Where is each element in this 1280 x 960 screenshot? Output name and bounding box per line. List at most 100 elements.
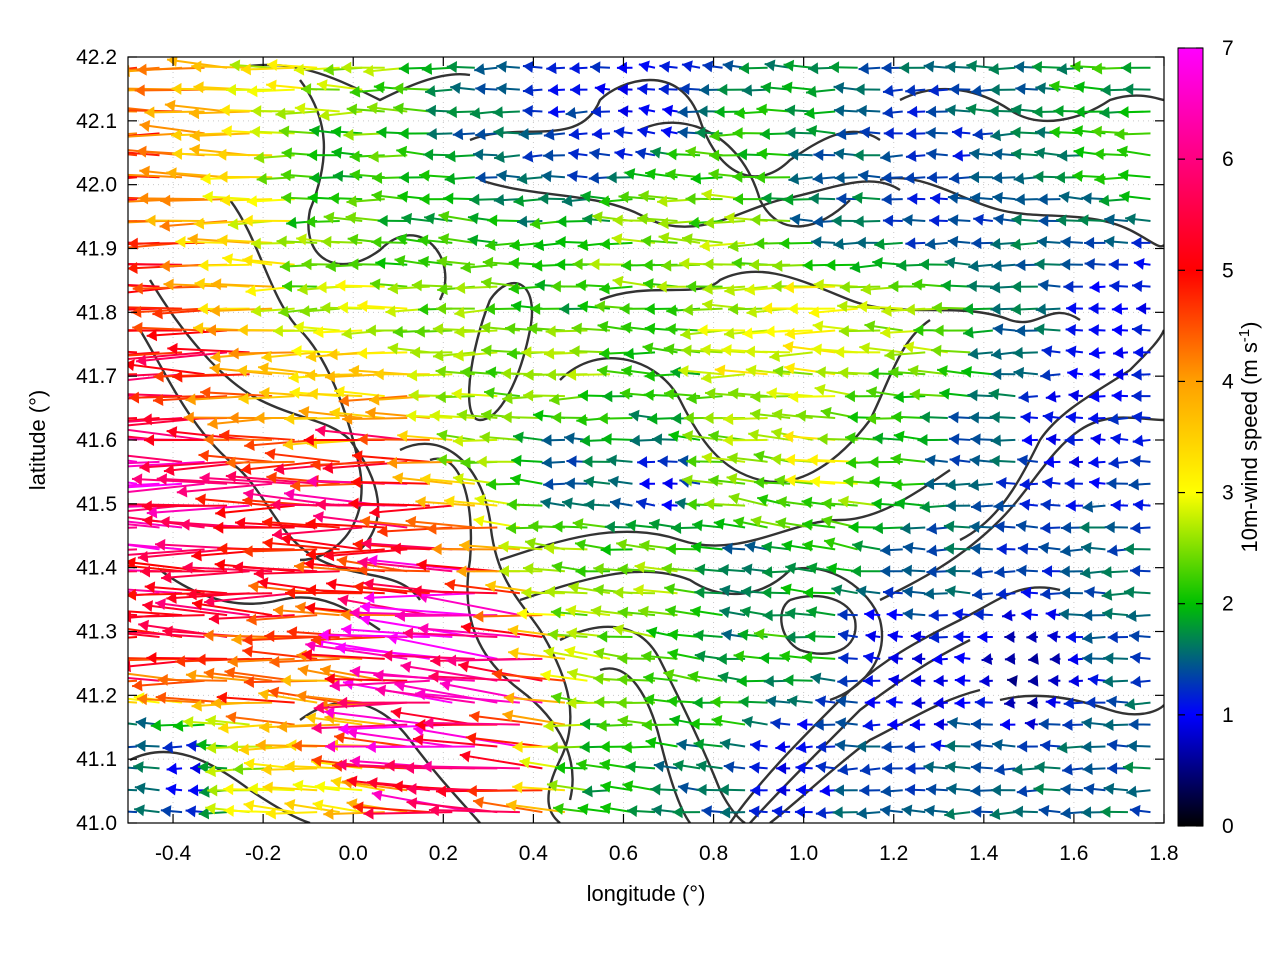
wind-vector-head xyxy=(727,452,738,465)
wind-vector-head xyxy=(1011,213,1022,226)
wind-vector-head xyxy=(231,633,242,646)
wind-vector-head xyxy=(136,63,147,76)
wind-vector-head xyxy=(227,740,239,753)
wind-vector-head xyxy=(199,785,210,798)
contour-line xyxy=(229,199,363,562)
wind-vector-head xyxy=(192,322,204,335)
wind-vector-head xyxy=(694,586,705,599)
wind-vector-head xyxy=(740,606,751,618)
wind-vector-head xyxy=(580,190,592,203)
wind-vector-head xyxy=(667,648,679,661)
wind-vector-head xyxy=(284,412,295,425)
wind-vector-head xyxy=(331,146,343,159)
colorbar-tick-label: 1 xyxy=(1222,704,1234,727)
wind-vector-head xyxy=(781,81,793,94)
wind-vector-head xyxy=(322,461,334,474)
contour-line xyxy=(599,667,691,823)
wind-vector-head xyxy=(135,717,147,729)
wind-vector-head xyxy=(353,801,364,814)
wind-vector-head xyxy=(485,366,497,379)
wind-vector-head xyxy=(77,351,87,363)
y-axis: 41.041.141.241.341.441.541.641.741.841.9… xyxy=(76,46,1164,835)
y-axis-title: latitude (°) xyxy=(25,390,50,491)
wind-vector-head xyxy=(708,474,719,487)
wind-vector-head xyxy=(436,302,447,315)
wind-vector-head xyxy=(205,324,216,337)
wind-vector-head xyxy=(513,431,524,444)
wind-vector-head xyxy=(286,626,298,639)
wind-vector-shaft xyxy=(262,541,340,551)
wind-vector-head xyxy=(577,239,589,252)
wind-vector-head xyxy=(301,258,312,271)
wind-vector-shaft xyxy=(421,765,520,770)
wind-vector-shaft xyxy=(276,723,340,729)
wind-vector-head xyxy=(930,192,941,205)
wind-vector-head xyxy=(811,236,822,249)
wind-vector-head xyxy=(968,411,979,424)
wind-vector-head xyxy=(189,143,201,156)
wind-vector-head xyxy=(346,195,357,208)
wind-vector-head xyxy=(1063,697,1075,710)
wind-vector-shaft xyxy=(240,460,318,472)
wind-vector-head xyxy=(385,305,396,318)
wind-vector-head xyxy=(945,565,956,578)
contour-line xyxy=(780,594,857,655)
wind-vector-head xyxy=(909,388,921,401)
wind-vector-head xyxy=(970,761,982,774)
wind-vector-head xyxy=(182,561,193,574)
wind-vector-head xyxy=(671,412,682,425)
wind-vector-head xyxy=(1045,390,1057,403)
wind-vector-head xyxy=(128,667,129,669)
wind-vector-head xyxy=(731,257,743,270)
wind-vector-shaft xyxy=(139,123,205,135)
wind-vector-head xyxy=(880,150,891,163)
wind-vector-shaft xyxy=(136,66,205,71)
wind-vector-head xyxy=(761,192,772,205)
wind-vector-head xyxy=(334,731,345,744)
wind-vector-head xyxy=(522,104,533,117)
wind-vector-shaft xyxy=(128,351,183,357)
wind-vector-head xyxy=(1053,105,1064,118)
wind-vector-head xyxy=(679,257,690,270)
wind-vector-head xyxy=(661,562,673,575)
wind-vector-head xyxy=(174,655,186,668)
colorbar-tick-label: 5 xyxy=(1222,259,1234,282)
wind-vector-shaft xyxy=(131,477,228,485)
wind-vector-head xyxy=(253,567,264,580)
wind-vector-head xyxy=(551,561,563,574)
wind-vector-head xyxy=(902,585,913,598)
wind-vector-head xyxy=(911,696,923,709)
wind-vector-head xyxy=(357,300,368,313)
wind-vector-head xyxy=(349,85,361,98)
wind-vector-head xyxy=(133,761,144,774)
wind-vector-head xyxy=(726,472,738,485)
wind-vector-shaft xyxy=(295,694,363,704)
wind-vector-head xyxy=(485,239,496,252)
wind-vector-shaft xyxy=(157,678,228,682)
wind-vector-head xyxy=(819,784,831,797)
wind-vector-head xyxy=(708,430,720,443)
wind-vector-head xyxy=(625,519,637,532)
wind-vector-head xyxy=(1024,718,1036,731)
wind-vector-shaft xyxy=(315,428,408,441)
wind-vector-shaft xyxy=(323,710,430,726)
wind-vector-shaft xyxy=(215,504,295,515)
wind-vector-head xyxy=(1038,279,1049,292)
wind-vector-head xyxy=(905,84,916,97)
wind-vector-head xyxy=(948,411,959,424)
wind-vector-head xyxy=(797,718,808,731)
wind-vector-head xyxy=(646,626,658,639)
wind-vector-head xyxy=(68,221,79,233)
wind-vector-head xyxy=(783,430,794,443)
wind-vector-head xyxy=(397,430,408,443)
wind-vector-head xyxy=(1034,258,1045,271)
wind-vector-head xyxy=(872,256,883,269)
wind-vector-shaft xyxy=(128,460,205,468)
wind-vector-head xyxy=(835,695,847,708)
wind-vector-head xyxy=(1047,630,1058,643)
wind-vector-head xyxy=(324,370,336,383)
wind-vector-head xyxy=(272,528,283,541)
wind-vector-head xyxy=(681,344,692,357)
y-tick-label: 41.6 xyxy=(76,429,117,452)
